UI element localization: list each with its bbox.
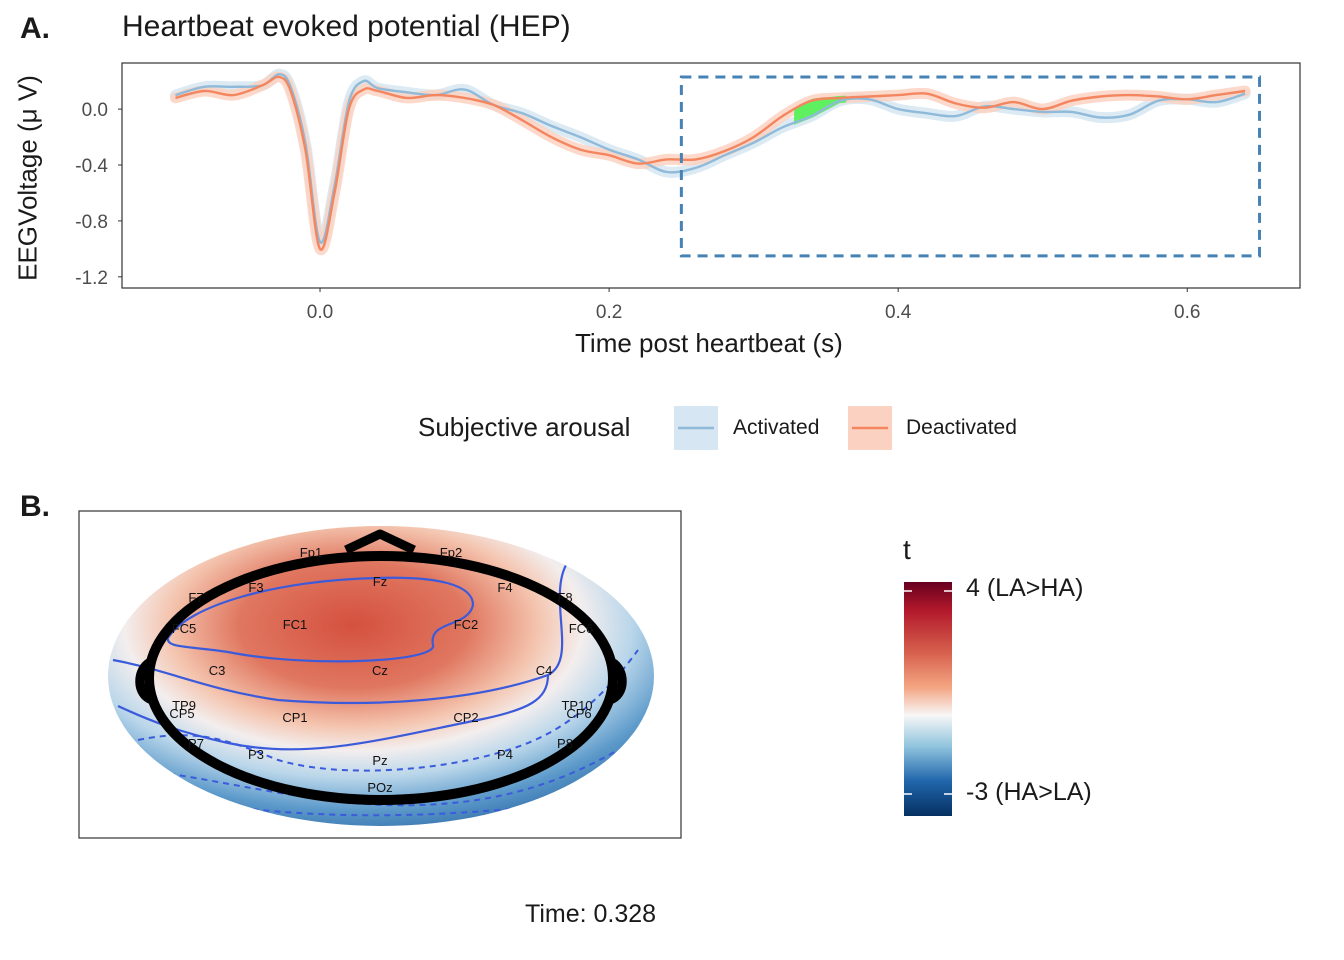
electrode-cp5: CP5: [169, 706, 194, 721]
electrode-cp6: CP6: [566, 706, 591, 721]
electrode-fp2: Fp2: [440, 545, 462, 560]
electrode-poz: POz: [367, 780, 392, 795]
hep-plot-area: 0.0 0.2 0.4 0.6 0.0 -0.4 -0.8 -1.2: [75, 62, 1301, 323]
colorbar: [904, 582, 952, 816]
series-line-deactivated: [175, 75, 1246, 251]
chart-title: Heartbeat evoked potential (HEP): [122, 10, 571, 43]
colorbar-title: t: [903, 534, 911, 565]
electrode-fz: Fz: [373, 574, 387, 589]
plot-frame: [121, 62, 1301, 289]
electrode-f7: F7: [188, 590, 203, 605]
y-tick-label-3: -1.2: [75, 268, 108, 289]
electrode-fc6: FC6: [569, 621, 594, 636]
electrode-p8: P8: [557, 736, 573, 751]
x-tick-label-3: 0.6: [1174, 302, 1200, 323]
y-tick-label-2: -0.8: [75, 212, 108, 233]
colorbar-min-label: -3 (HA>LA): [966, 778, 1092, 806]
legend-title: Subjective arousal: [418, 412, 631, 442]
topo-heat: [108, 526, 654, 826]
electrode-c3: C3: [209, 663, 226, 678]
legend-key-activated: [674, 406, 718, 450]
electrode-f4: F4: [497, 580, 512, 595]
electrode-f8: F8: [557, 590, 572, 605]
analysis-window-box: [679, 75, 1262, 258]
legend-label-deactivated: Deactivated: [906, 416, 1017, 439]
electrode-fc5: FC5: [172, 621, 197, 636]
electrode-tp10: TP10: [561, 698, 592, 713]
electrode-tp9: TP9: [172, 698, 196, 713]
x-tick-label-0: 0.0: [307, 302, 333, 323]
electrode-cp1: CP1: [282, 710, 307, 725]
electrode-fp1: Fp1: [300, 545, 322, 560]
electrode-c4: C4: [536, 663, 553, 678]
hep-line-chart: 0.0 0.2 0.4 0.6 0.0 -0.4 -0.8 -1.2: [75, 62, 1301, 323]
electrode-fc1: FC1: [283, 617, 308, 632]
electrode-f3: F3: [248, 580, 263, 595]
electrode-cp2: CP2: [453, 710, 478, 725]
electrode-fc2: FC2: [454, 617, 479, 632]
head-outline: [135, 529, 627, 805]
topo-map: Fp1 Fp2 F7 F3 Fz F4 F8 FC5 FC1 FC2 FC6 C3 Cz C4 TP9CP5…: [78, 510, 682, 839]
electrode-cz: Cz: [372, 663, 388, 678]
electrode-p7: P7: [188, 736, 204, 751]
legend-key-deactivated: [848, 406, 892, 450]
x-tick-label-2: 0.4: [885, 302, 912, 323]
x-axis-title: Time post heartbeat (s): [575, 328, 843, 358]
electrode-p4: P4: [497, 747, 513, 762]
y-tick-label-1: -0.4: [75, 156, 108, 177]
electrode-p3: P3: [248, 747, 264, 762]
electrode-labels: Fp1 Fp2 F7 F3 Fz F4 F8 FC5 FC1 FC2 FC6 C3 Cz C4 TP9CP5…: [169, 545, 593, 795]
colorbar-max-label: 4 (LA>HA): [966, 574, 1084, 602]
y-tick-label-0: 0.0: [82, 100, 108, 121]
panel-b-letter: B.: [20, 490, 50, 523]
time-caption: Time: 0.328: [525, 900, 657, 928]
x-tick-label-1: 0.2: [596, 302, 622, 323]
electrode-pz: Pz: [372, 753, 387, 768]
panel-a-letter: A.: [20, 12, 50, 45]
legend-label-activated: Activated: [733, 416, 820, 439]
